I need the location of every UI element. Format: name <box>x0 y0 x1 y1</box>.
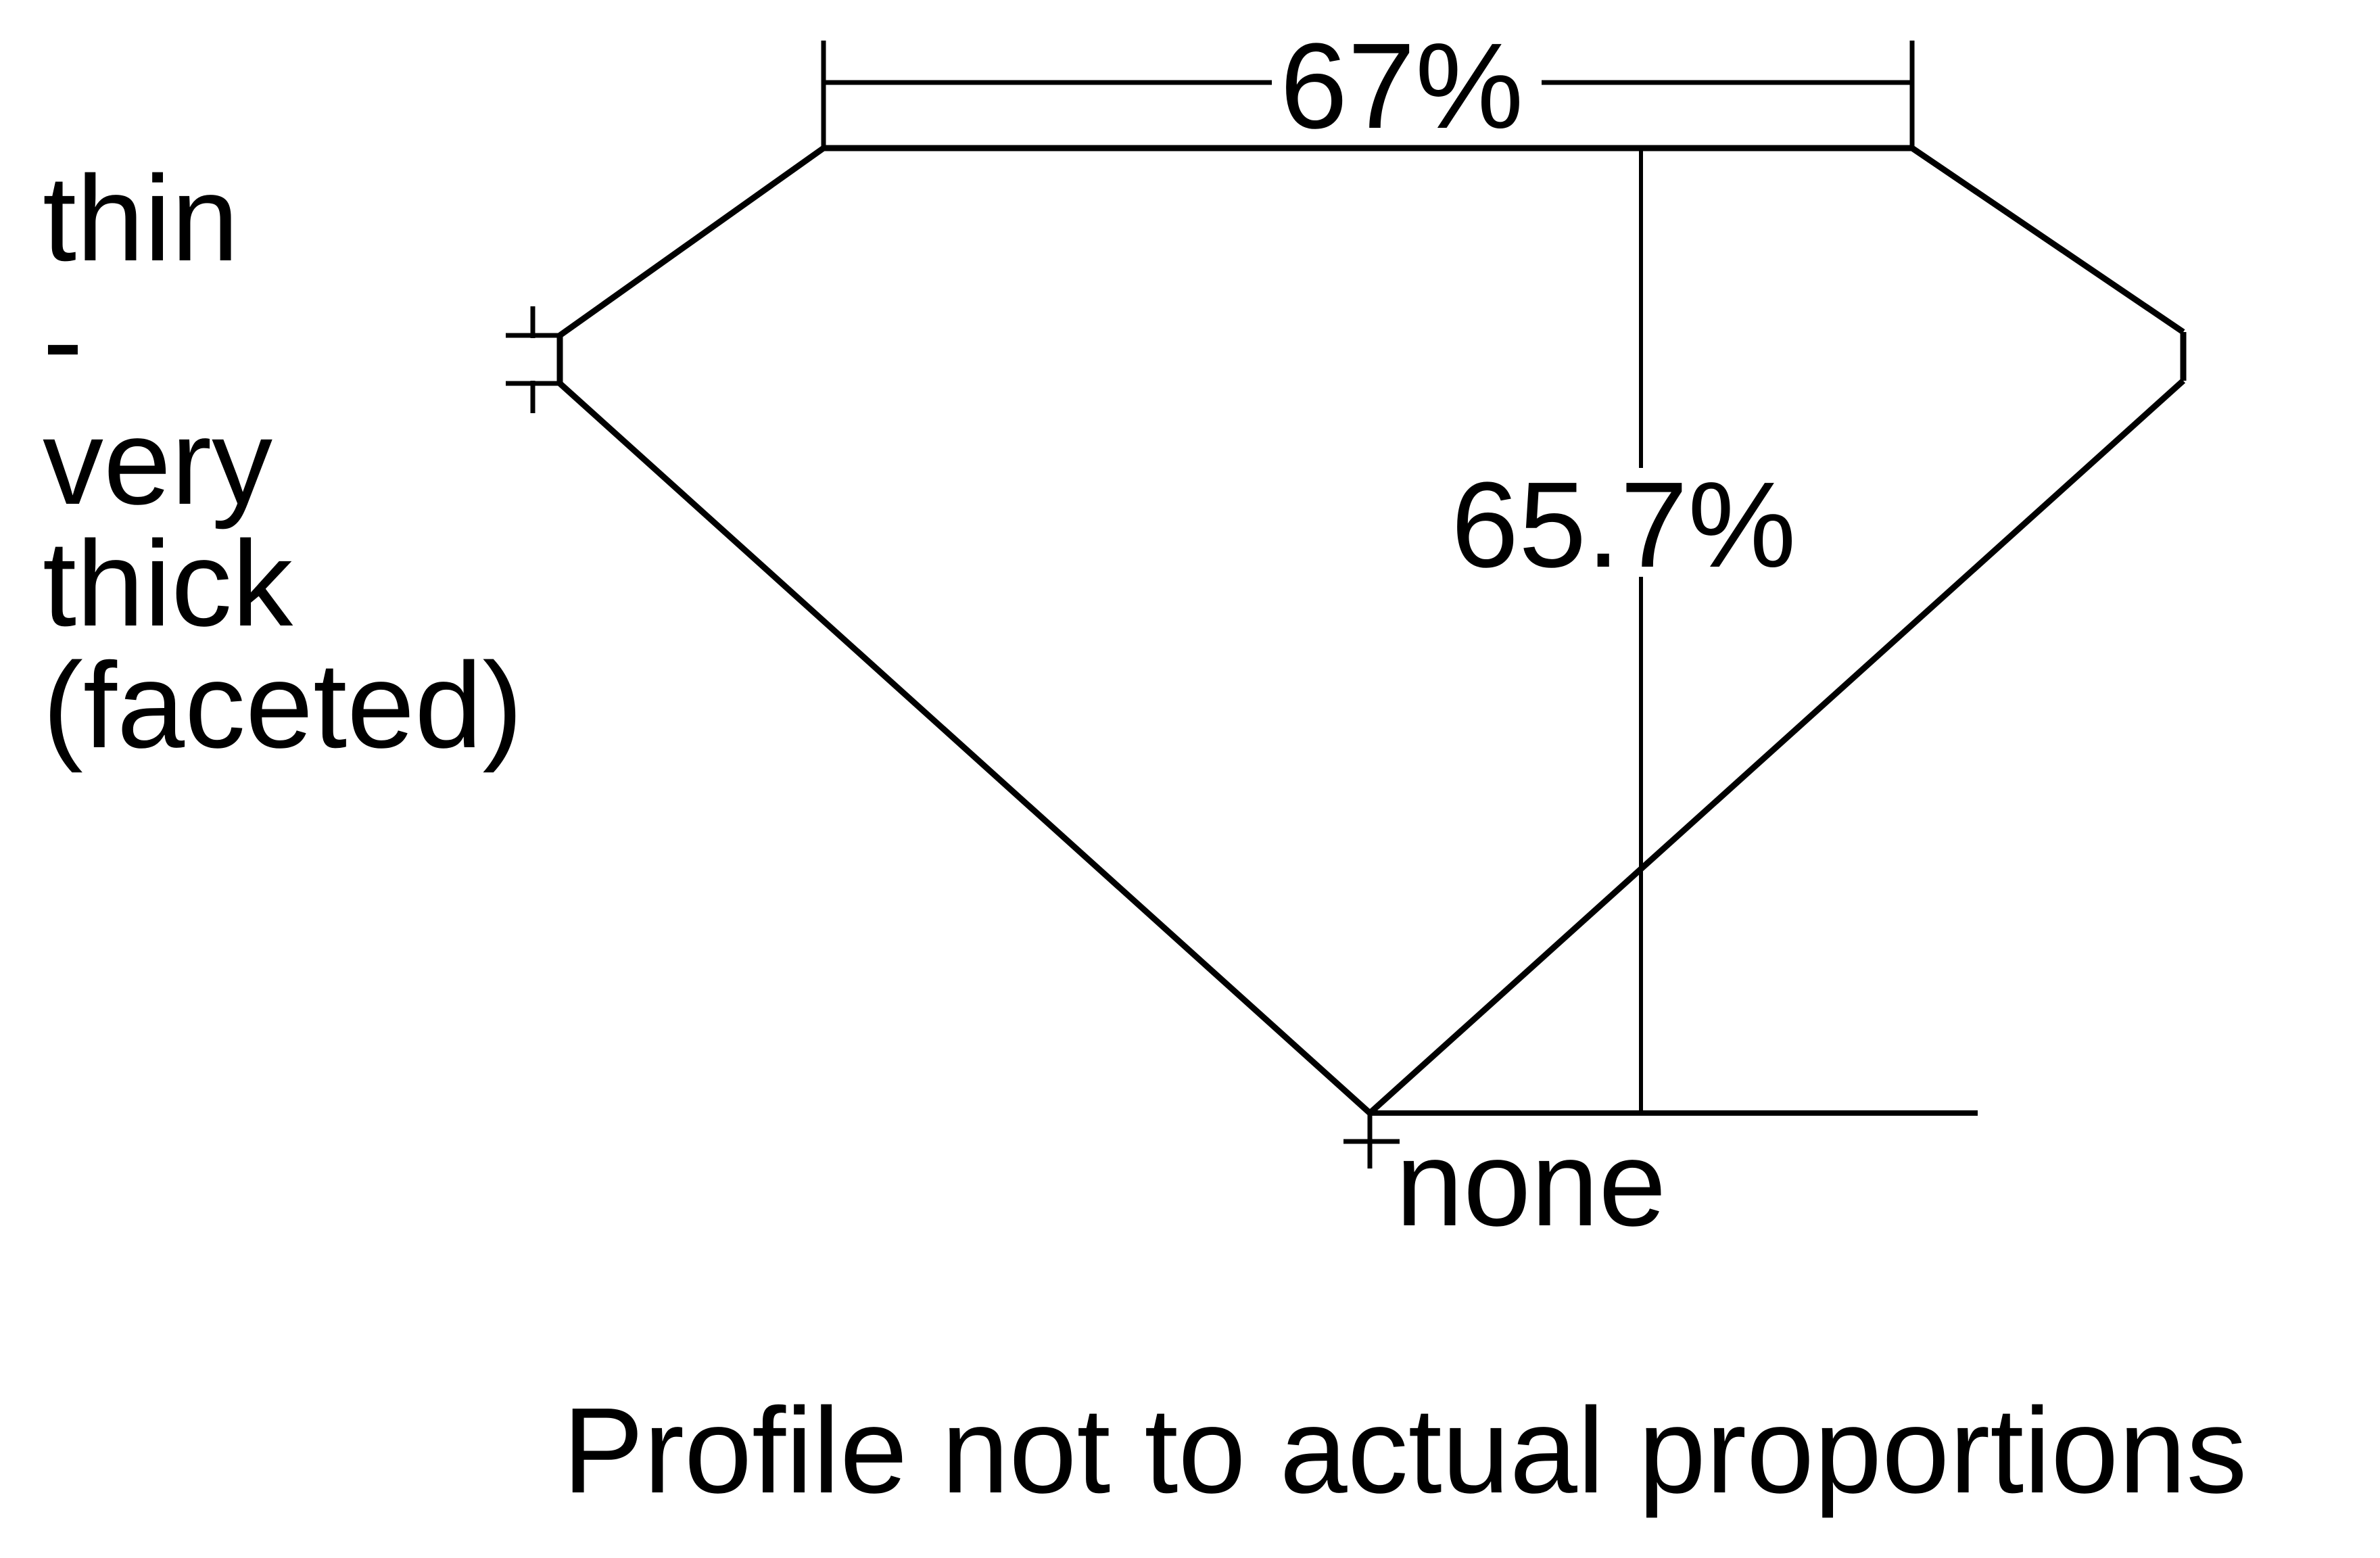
pavilion-edge-left <box>557 381 1373 1116</box>
girdle-label-line-1: thin <box>43 151 239 287</box>
culet-label: none <box>1396 1116 1666 1252</box>
crown-edge-right <box>1910 145 2185 335</box>
girdle-label-line-5: (faceted) <box>43 638 523 774</box>
caption: Profile not to actual proportions <box>563 1383 2247 1519</box>
girdle-label-line-2: - <box>43 273 83 408</box>
crown-edge-left <box>558 145 826 338</box>
girdle-label-line-3: very <box>43 394 272 530</box>
pavilion-edge-right <box>1367 378 2186 1116</box>
table-percentage-label: 67% <box>1280 18 1523 154</box>
depth-percentage-label: 65.7% <box>1451 457 1796 593</box>
girdle-label-line-4: thick <box>43 516 293 652</box>
